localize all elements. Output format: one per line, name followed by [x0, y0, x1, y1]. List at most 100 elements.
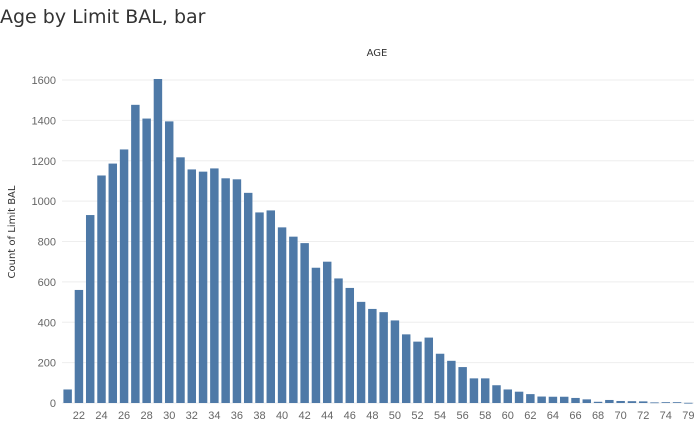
x-tick-label: 72 [637, 410, 649, 422]
bar-age-35[interactable] [221, 178, 230, 403]
bar-age-73[interactable] [650, 402, 659, 404]
bar-age-64[interactable] [548, 396, 558, 403]
bar-age-27[interactable] [131, 104, 140, 403]
bar-age-39[interactable] [266, 210, 276, 403]
x-tick-label: 70 [615, 410, 627, 422]
bar-age-79[interactable] [684, 402, 693, 404]
bar-age-67[interactable] [582, 399, 592, 403]
x-tick-label: 22 [73, 410, 85, 422]
x-axis-ticks: 22 24 26 28 30 32 34 36 38 40 42 44 46 48 50 52 54 56 58 60… [73, 410, 695, 422]
x-tick-label: 64 [547, 410, 559, 422]
bar-age-71[interactable] [627, 401, 637, 403]
x-tick-label: 26 [118, 410, 130, 422]
bar-age-32[interactable] [187, 169, 197, 403]
bar-age-69[interactable] [605, 399, 614, 403]
bar-age-51[interactable] [401, 334, 411, 403]
x-tick-label: 62 [524, 410, 536, 422]
bars-group [63, 78, 693, 404]
bar-age-29[interactable] [153, 78, 163, 404]
x-tick-label: 50 [389, 410, 401, 422]
bar-age-23[interactable] [85, 215, 95, 403]
bar-age-31[interactable] [176, 157, 185, 403]
x-axis-title: AGE [367, 48, 388, 59]
bar-age-41[interactable] [289, 236, 298, 403]
x-tick-label: 32 [186, 410, 198, 422]
y-tick-label: 1200 [32, 156, 56, 168]
y-axis-title: Count of Limit BAL [7, 185, 18, 278]
x-tick-label: 56 [457, 410, 469, 422]
bar-age-44[interactable] [322, 261, 332, 403]
bar-age-75[interactable] [672, 402, 682, 403]
bar-age-38[interactable] [255, 212, 264, 403]
bar-age-24[interactable] [97, 175, 106, 403]
bar-age-60[interactable] [503, 389, 513, 403]
bar-age-25[interactable] [108, 163, 118, 403]
x-tick-label: 34 [208, 410, 220, 422]
bar-age-34[interactable] [210, 168, 219, 403]
x-tick-label: 40 [276, 410, 288, 422]
x-tick-label: 30 [163, 410, 175, 422]
x-tick-label: 58 [479, 410, 491, 422]
bar-age-21[interactable] [63, 389, 72, 403]
x-tick-label: 74 [660, 410, 672, 422]
y-tick-label: 600 [38, 277, 56, 289]
x-tick-label: 68 [592, 410, 604, 422]
gridlines [62, 79, 694, 404]
bar-age-72[interactable] [638, 401, 648, 403]
bar-age-47[interactable] [356, 301, 366, 403]
x-tick-label: 52 [411, 410, 423, 422]
bar-age-22[interactable] [74, 289, 84, 403]
bar-age-48[interactable] [368, 308, 377, 403]
bar-age-37[interactable] [243, 192, 253, 403]
bar-age-28[interactable] [142, 118, 151, 403]
bar-age-45[interactable] [334, 278, 343, 403]
bar-age-40[interactable] [277, 227, 287, 403]
bar-age-43[interactable] [311, 267, 321, 403]
bar-age-65[interactable] [559, 396, 569, 403]
chart-title: Age by Limit BAL, bar [0, 6, 206, 28]
y-tick-label: 0 [50, 398, 56, 410]
bar-age-55[interactable] [447, 360, 456, 403]
bar-age-58[interactable] [480, 378, 490, 403]
x-tick-label: 38 [253, 410, 265, 422]
bar-age-57[interactable] [469, 378, 479, 403]
y-axis-ticks: 0 200 400 600 800 1000 1200 1400 1600 [32, 75, 56, 410]
bar-age-54[interactable] [435, 353, 445, 403]
bar-age-52[interactable] [413, 341, 422, 403]
y-tick-label: 1000 [32, 196, 56, 208]
bar-age-53[interactable] [424, 337, 434, 403]
y-tick-label: 1600 [32, 75, 56, 87]
bar-age-26[interactable] [119, 149, 129, 403]
bar-age-46[interactable] [345, 287, 355, 403]
bar-age-42[interactable] [300, 243, 309, 403]
x-tick-label: 42 [299, 410, 311, 422]
bar-age-68[interactable] [593, 401, 603, 403]
x-tick-label: 24 [95, 410, 107, 422]
x-tick-label: 79 [682, 410, 694, 422]
y-tick-label: 200 [38, 358, 56, 370]
x-tick-label: 46 [344, 410, 356, 422]
bar-age-50[interactable] [390, 320, 400, 403]
bar-age-59[interactable] [492, 385, 501, 403]
bar-age-33[interactable] [198, 171, 208, 403]
bar-age-63[interactable] [537, 396, 546, 403]
bar-age-49[interactable] [379, 312, 388, 403]
x-tick-label: 28 [141, 410, 153, 422]
x-tick-label: 60 [502, 410, 514, 422]
x-tick-label: 54 [434, 410, 446, 422]
bar-age-36[interactable] [232, 179, 242, 403]
y-tick-label: 1400 [32, 115, 56, 127]
bar-age-61[interactable] [514, 391, 524, 403]
x-tick-label: 48 [366, 410, 378, 422]
bar-age-56[interactable] [458, 367, 467, 403]
bar-age-30[interactable] [164, 121, 174, 403]
x-tick-label: 44 [321, 410, 333, 422]
bar-age-66[interactable] [571, 397, 580, 403]
bar-age-62[interactable] [526, 394, 535, 403]
x-tick-label: 66 [569, 410, 581, 422]
bar-age-74[interactable] [661, 402, 671, 403]
bar-age-70[interactable] [616, 400, 625, 403]
x-tick-label: 36 [231, 410, 243, 422]
y-tick-label: 400 [38, 317, 56, 329]
